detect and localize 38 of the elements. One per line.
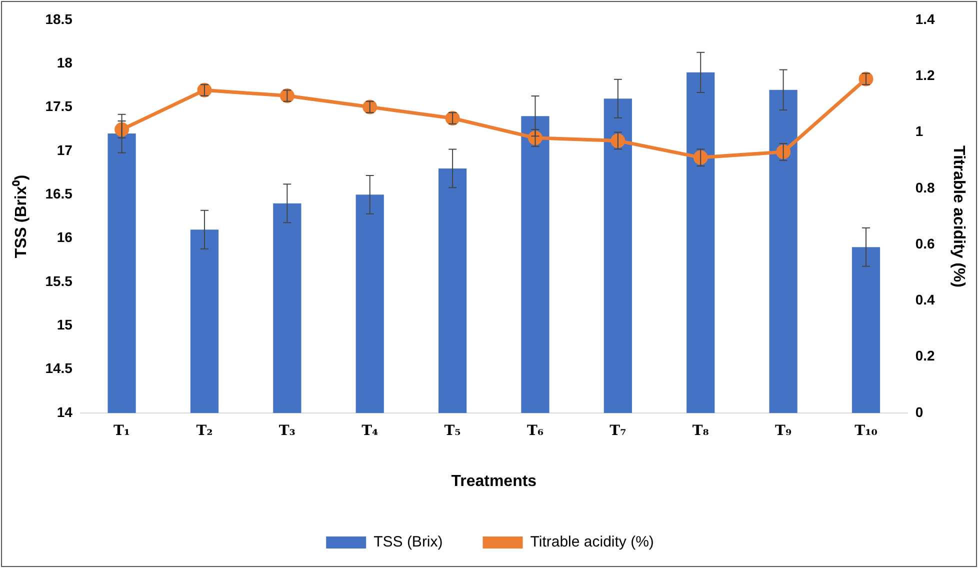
x-tick-label: T₇ bbox=[610, 423, 626, 440]
legend-label: TSS (Brix) bbox=[374, 534, 443, 551]
x-tick-label: T₈ bbox=[692, 423, 709, 440]
legend-label: Titrable acidity (%) bbox=[530, 534, 654, 551]
y-axis-title: TSS (Brix⁰) bbox=[12, 174, 30, 258]
y2-tick-label: 1.2 bbox=[915, 67, 936, 83]
point bbox=[445, 111, 460, 126]
y-tick-label: 18.5 bbox=[45, 10, 73, 27]
y2-axis-title: Titrable acidity (%) bbox=[950, 146, 967, 288]
point bbox=[858, 72, 874, 86]
point bbox=[280, 88, 294, 104]
x-tick-label: T₄ bbox=[362, 423, 378, 440]
y-tick-label: 16 bbox=[56, 229, 73, 246]
y2-tick-label: 1 bbox=[915, 123, 924, 140]
x-tick-label: T₁ bbox=[114, 423, 130, 440]
x-tick-label: T₆ bbox=[526, 423, 544, 440]
y-tick-label: 15 bbox=[56, 316, 73, 333]
y-tick-label: 18 bbox=[56, 54, 73, 71]
y2-tick-label: 1.4 bbox=[915, 10, 936, 27]
x-tick-label: T₅ bbox=[444, 423, 461, 440]
y2-tick-label: 0.2 bbox=[915, 348, 936, 364]
x-tick-label: T₁₀ bbox=[854, 423, 878, 440]
y-tick-label: 14.5 bbox=[45, 360, 73, 376]
y-tick-label: 14 bbox=[56, 404, 73, 420]
y-tick-label: 17.5 bbox=[45, 98, 73, 114]
y-tick-label: 15.5 bbox=[45, 272, 73, 289]
y2-tick-label: 0.6 bbox=[915, 235, 936, 252]
x-tick-label: T₉ bbox=[775, 423, 792, 440]
x-tick-label: T₂ bbox=[196, 423, 213, 440]
y-tick-label: 16.5 bbox=[45, 186, 73, 202]
y2-tick-label: 0.8 bbox=[915, 179, 936, 196]
y-tick-label: 17 bbox=[56, 142, 73, 158]
point bbox=[362, 100, 378, 114]
point bbox=[197, 82, 212, 98]
x-tick-label: T₃ bbox=[278, 423, 296, 440]
y2-tick-label: 0.4 bbox=[915, 292, 936, 308]
y2-tick-label: 0 bbox=[915, 404, 924, 420]
x-axis-title: Treatments bbox=[451, 472, 537, 490]
